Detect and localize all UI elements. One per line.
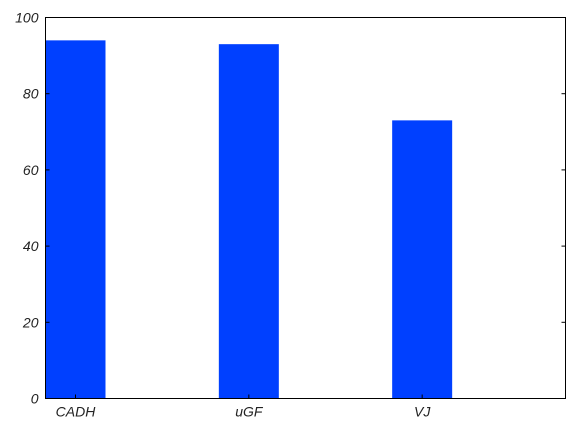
x-axis-ticks: CADH uGF VJ xyxy=(56,394,431,420)
y-axis-ticks: 0 20 40 60 80 100 xyxy=(15,10,566,407)
y-tick-label: 20 xyxy=(22,314,39,330)
y-tick-label: 80 xyxy=(23,86,39,102)
y-tick-label: 60 xyxy=(23,162,39,178)
x-tick-label: VJ xyxy=(414,404,431,420)
bar-group xyxy=(45,40,453,399)
plot-frame xyxy=(45,17,566,399)
y-tick-label: 40 xyxy=(23,238,39,254)
x-tick-label: CADH xyxy=(56,404,97,420)
bar-cadh xyxy=(45,40,106,399)
bar-ugf xyxy=(218,44,279,399)
y-tick-label: 0 xyxy=(31,391,39,407)
x-tick-label: uGF xyxy=(235,404,264,420)
bar-vj xyxy=(392,120,453,399)
y-tick-label: 100 xyxy=(15,10,39,26)
